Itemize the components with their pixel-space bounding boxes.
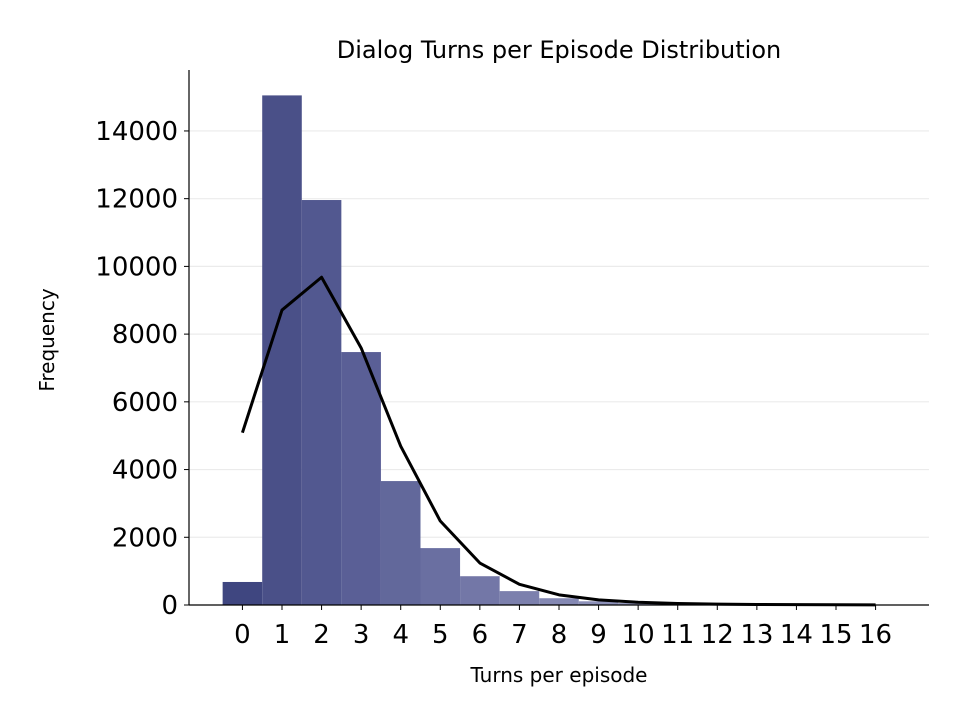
x-tick-label: 12 [701, 620, 734, 650]
y-tick-label: 2000 [112, 523, 178, 553]
x-tick-label: 6 [472, 620, 489, 650]
x-tick-label: 3 [353, 620, 370, 650]
x-tick-label: 15 [819, 620, 852, 650]
y-tick-label: 12000 [95, 185, 178, 215]
bar [222, 581, 263, 605]
bar [380, 481, 421, 605]
x-tick-label: 2 [313, 620, 330, 650]
x-tick-label: 4 [392, 620, 409, 650]
x-tick-label: 7 [511, 620, 528, 650]
x-tick-label: 0 [234, 620, 251, 650]
y-tick-label: 10000 [95, 252, 178, 282]
y-axis-label: Frequency [35, 288, 59, 391]
x-tick-label: 11 [661, 620, 694, 650]
bar [301, 200, 342, 605]
bar [341, 352, 381, 605]
x-tick-label: 5 [432, 620, 449, 650]
x-tick-label: 13 [740, 620, 773, 650]
bar [420, 548, 461, 605]
bar [499, 591, 540, 605]
x-tick-label: 1 [274, 620, 291, 650]
bar [618, 602, 658, 605]
bars [222, 95, 896, 605]
x-tick-label: 9 [590, 620, 607, 650]
y-tick-label: 6000 [112, 388, 178, 418]
chart-title: Dialog Turns per Episode Distribution [337, 36, 781, 64]
bar [539, 598, 579, 605]
bar [578, 601, 619, 605]
x-tick-label: 10 [622, 620, 655, 650]
x-tick-label: 8 [551, 620, 568, 650]
bar [460, 576, 500, 605]
y-tick-label: 14000 [95, 117, 178, 147]
x-tick-label: 16 [859, 620, 892, 650]
y-tick-label: 4000 [112, 456, 178, 486]
y-tick-label: 8000 [112, 320, 178, 350]
x-tick-label: 14 [780, 620, 813, 650]
x-axis-label: Turns per episode [470, 663, 648, 687]
y-ticks: 0 2000 4000 6000 8000 10000 12000 14000 [95, 117, 189, 621]
x-ticks: 0 1 2 3 4 5 6 7 8 9 10 11 12 13 14 15 16 [234, 605, 892, 650]
y-tick-label: 0 [161, 591, 178, 621]
